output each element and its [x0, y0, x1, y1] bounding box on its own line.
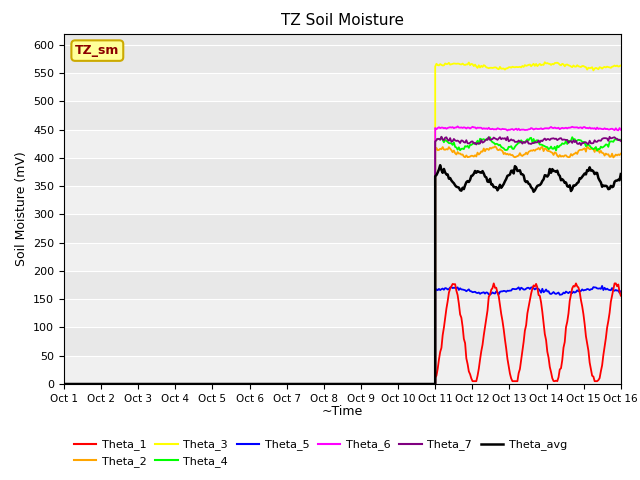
Theta_3	[122, 381, 129, 387]
Line: Theta_avg: Theta_avg	[64, 165, 621, 384]
Theta_2	[605, 151, 612, 157]
Line: Theta_4: Theta_4	[64, 137, 621, 384]
Theta_1	[490, 280, 497, 286]
Theta_6	[60, 381, 68, 387]
Bar	[64, 327, 621, 356]
Theta_3	[60, 381, 68, 387]
Theta_avg	[122, 381, 129, 387]
Theta_1	[198, 381, 206, 387]
Legend: Theta_1, Theta_2, Theta_3, Theta_4, Theta_5, Theta_6, Theta_7, Theta_avg: Theta_1, Theta_2, Theta_3, Theta_4, Thet…	[70, 435, 572, 471]
Theta_6	[319, 381, 327, 387]
Theta_6	[617, 127, 625, 132]
Text: TZ_sm: TZ_sm	[75, 44, 120, 57]
Theta_5	[333, 381, 340, 387]
Theta_2	[198, 381, 206, 387]
Bar	[64, 299, 621, 327]
Theta_7	[60, 381, 68, 387]
Theta_7	[605, 138, 612, 144]
Theta_5	[198, 381, 206, 387]
Theta_7	[438, 134, 445, 140]
Theta_4	[333, 381, 340, 387]
Theta_7	[122, 381, 129, 387]
Theta_6	[195, 381, 202, 387]
Theta_4	[195, 381, 202, 387]
Theta_7	[198, 381, 206, 387]
Theta_3	[319, 381, 327, 387]
Theta_avg	[436, 162, 444, 168]
Theta_1	[122, 381, 129, 387]
Theta_6	[605, 127, 612, 132]
Line: Theta_7: Theta_7	[64, 137, 621, 384]
Theta_7	[617, 138, 625, 144]
Bar	[64, 215, 621, 243]
Bar	[64, 356, 621, 384]
Theta_avg	[198, 381, 206, 387]
Theta_5	[122, 381, 129, 387]
Theta_4	[605, 144, 612, 150]
Theta_6	[333, 381, 340, 387]
Theta_3	[605, 64, 612, 70]
Theta_3	[541, 60, 548, 65]
Theta_avg	[319, 381, 327, 387]
Theta_2	[195, 381, 202, 387]
Theta_5	[195, 381, 202, 387]
Theta_2	[319, 381, 327, 387]
Line: Theta_5: Theta_5	[64, 286, 621, 384]
Theta_4	[60, 381, 68, 387]
Theta_1	[319, 381, 327, 387]
Theta_6	[122, 381, 129, 387]
Theta_5	[319, 381, 327, 387]
Theta_1	[605, 318, 612, 324]
Theta_1	[60, 381, 68, 387]
Theta_5	[605, 287, 612, 292]
Theta_3	[198, 381, 206, 387]
Theta_1	[195, 381, 202, 387]
Theta_1	[617, 293, 625, 299]
Theta_6	[198, 381, 206, 387]
Bar	[64, 130, 621, 158]
Y-axis label: Soil Moisture (mV): Soil Moisture (mV)	[15, 151, 28, 266]
Theta_6	[454, 123, 461, 129]
Theta_4	[319, 381, 327, 387]
X-axis label: ~Time: ~Time	[322, 405, 363, 418]
Theta_4	[438, 134, 445, 140]
Theta_7	[319, 381, 327, 387]
Theta_2	[617, 151, 625, 156]
Theta_2	[122, 381, 129, 387]
Theta_7	[195, 381, 202, 387]
Theta_3	[333, 381, 340, 387]
Theta_avg	[195, 381, 202, 387]
Theta_5	[598, 283, 606, 289]
Theta_avg	[60, 381, 68, 387]
Theta_2	[60, 381, 68, 387]
Bar	[64, 73, 621, 101]
Line: Theta_3: Theta_3	[64, 62, 621, 384]
Theta_7	[333, 381, 340, 387]
Theta_2	[583, 143, 591, 149]
Theta_avg	[617, 171, 625, 177]
Theta_4	[122, 381, 129, 387]
Theta_4	[617, 137, 625, 143]
Title: TZ Soil Moisture: TZ Soil Moisture	[281, 13, 404, 28]
Bar	[64, 243, 621, 271]
Line: Theta_1: Theta_1	[64, 283, 621, 384]
Theta_5	[617, 288, 625, 294]
Theta_1	[333, 381, 340, 387]
Theta_4	[198, 381, 206, 387]
Theta_3	[195, 381, 202, 387]
Theta_5	[60, 381, 68, 387]
Bar	[64, 101, 621, 130]
Bar	[64, 45, 621, 73]
Line: Theta_2: Theta_2	[64, 146, 621, 384]
Bar	[64, 271, 621, 299]
Theta_avg	[605, 186, 612, 192]
Line: Theta_6: Theta_6	[64, 126, 621, 384]
Theta_avg	[333, 381, 340, 387]
Bar	[64, 186, 621, 215]
Theta_3	[617, 62, 625, 68]
Theta_2	[333, 381, 340, 387]
Bar	[64, 158, 621, 186]
